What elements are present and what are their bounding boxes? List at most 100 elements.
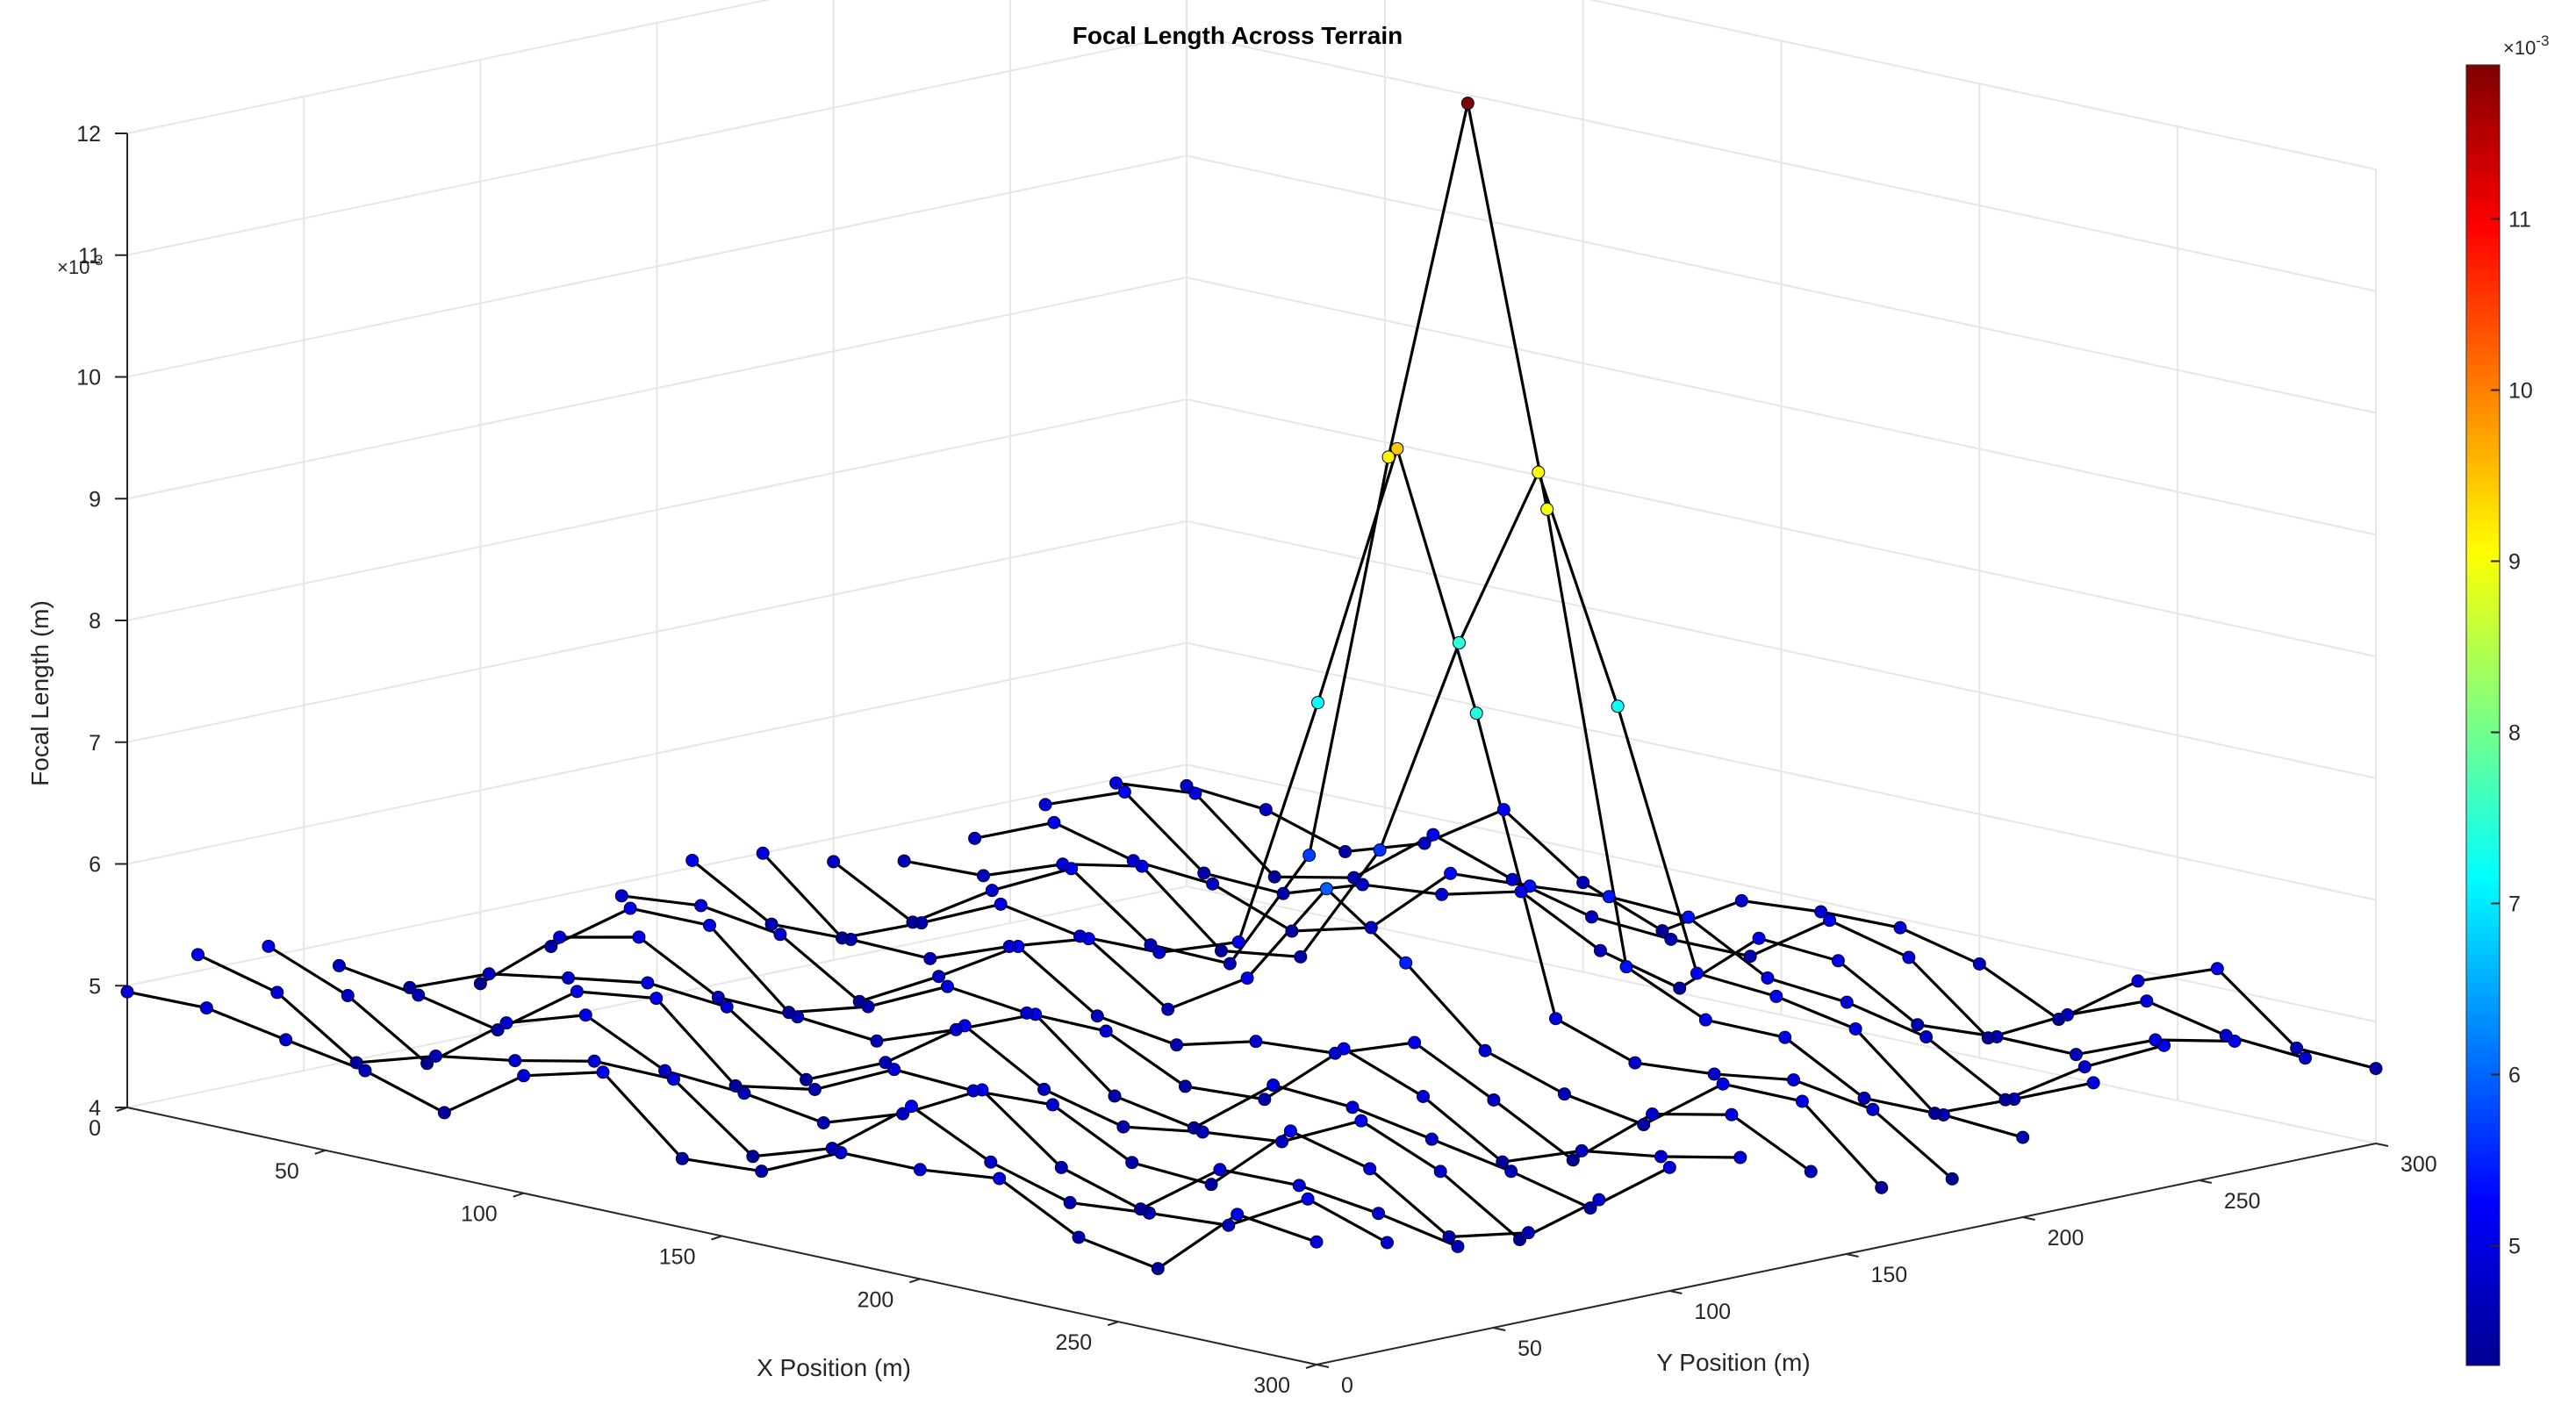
data-point: [1496, 1155, 1510, 1169]
data-point: [1433, 1165, 1447, 1179]
data-point: [491, 1023, 505, 1037]
data-point: [1099, 1024, 1113, 1038]
data-point: [1452, 636, 1466, 650]
data-point: [332, 958, 346, 972]
data-point: [1451, 1239, 1465, 1253]
data-point: [1592, 1193, 1606, 1207]
series-line: [762, 443, 1954, 1180]
data-point: [1743, 950, 1757, 964]
colorbar: 5 6 7 8 9 10 11 ×10-3: [2465, 32, 2549, 1366]
data-point: [1513, 1233, 1527, 1247]
data-point: [1231, 1208, 1245, 1222]
data-point: [694, 899, 708, 913]
data-point: [262, 939, 276, 953]
data-point: [199, 1001, 213, 1015]
data-point: [870, 1034, 884, 1048]
data-point: [1345, 1100, 1360, 1114]
colorbar-tick-label: 5: [2508, 1235, 2521, 1259]
data-point: [1804, 1165, 1818, 1179]
data-point: [1795, 1094, 1809, 1108]
y-tick-label: 150: [1871, 1263, 1908, 1287]
data-point: [587, 1054, 601, 1068]
data-point: [1752, 931, 1766, 945]
x-axis-label: X Position (m): [757, 1354, 911, 1381]
data-point: [1602, 890, 1616, 904]
data-point: [906, 915, 920, 929]
data-point: [420, 1057, 434, 1071]
data-point: [1823, 914, 1837, 928]
data-point: [437, 1106, 451, 1120]
data-point: [1109, 776, 1123, 790]
data-point: [1857, 1091, 1871, 1105]
series-line: [621, 894, 1812, 1173]
data-point: [1188, 786, 1202, 800]
data-point: [800, 1072, 814, 1086]
series-line: [409, 972, 1600, 1242]
data-point: [1778, 1030, 1792, 1044]
data-point: [1557, 1087, 1571, 1101]
data-point: [1787, 1073, 1801, 1087]
series-line: [974, 821, 2165, 1101]
data-point: [190, 948, 205, 962]
data-point: [1380, 1236, 1394, 1250]
data-point: [1276, 886, 1290, 900]
data-point: [827, 855, 841, 869]
data-point: [1259, 803, 1273, 817]
data-point: [1047, 815, 1061, 829]
data-point: [1716, 1077, 1730, 1091]
data-point: [1311, 696, 1325, 710]
data-point: [2369, 1062, 2383, 1076]
data-point: [1919, 1030, 1934, 1044]
data-point: [2290, 1041, 2304, 1055]
data-point: [904, 1100, 918, 1114]
colorbar-tick-label: 10: [2508, 379, 2533, 404]
data-point: [1769, 989, 1783, 1003]
data-point: [1654, 1150, 1668, 1164]
data-point: [1267, 870, 1281, 884]
data-point: [966, 1084, 980, 1098]
data-point: [1347, 871, 1361, 885]
data-point: [1734, 893, 1748, 907]
data-point: [1116, 1120, 1130, 1134]
data-point: [1637, 1118, 1651, 1132]
data-point: [2077, 1060, 2092, 1074]
data-point: [1682, 910, 1696, 924]
data-point: [1152, 945, 1166, 959]
data-point: [1902, 950, 1916, 964]
data-point: [1408, 1036, 1422, 1050]
data-point: [1223, 957, 1237, 971]
data-point: [1583, 1201, 1597, 1215]
tick-labels: 0 50 100 150 200 250 300 0 50 100 150 200 250 300 4 5 6 7…: [76, 122, 2437, 1398]
series-line: [903, 468, 2094, 1115]
data-point: [1294, 950, 1308, 964]
data-point: [1108, 1089, 1122, 1103]
data-point: [1178, 1079, 1192, 1093]
data-point: [1673, 981, 1687, 995]
data-point: [1381, 450, 1396, 464]
data-point: [1283, 1124, 1297, 1138]
data-point: [1328, 1046, 1342, 1060]
data-point: [1540, 502, 1554, 516]
data-point: [482, 967, 496, 981]
z-tick-label: 11: [78, 244, 101, 269]
data-point: [807, 1082, 822, 1096]
z-tick-label: 4: [89, 1096, 101, 1121]
y-tick-label: 50: [1518, 1337, 1542, 1361]
data-point: [1054, 1160, 1068, 1174]
data-point: [1761, 971, 1775, 985]
data-point: [1444, 866, 1458, 880]
data-point: [1073, 929, 1087, 943]
data-point: [578, 1008, 592, 1022]
data-point: [976, 869, 990, 883]
data-point: [1416, 1089, 1430, 1103]
data-point: [1045, 1098, 1059, 1112]
colorbar-tick-label: 9: [2508, 550, 2521, 575]
x-tick-label: 0: [89, 1116, 101, 1141]
data-point: [773, 928, 787, 942]
data-point: [1038, 798, 1052, 812]
data-point: [1126, 854, 1140, 868]
data-point: [825, 1142, 839, 1156]
data-point: [658, 1064, 672, 1078]
data-point: [1266, 1079, 1281, 1093]
